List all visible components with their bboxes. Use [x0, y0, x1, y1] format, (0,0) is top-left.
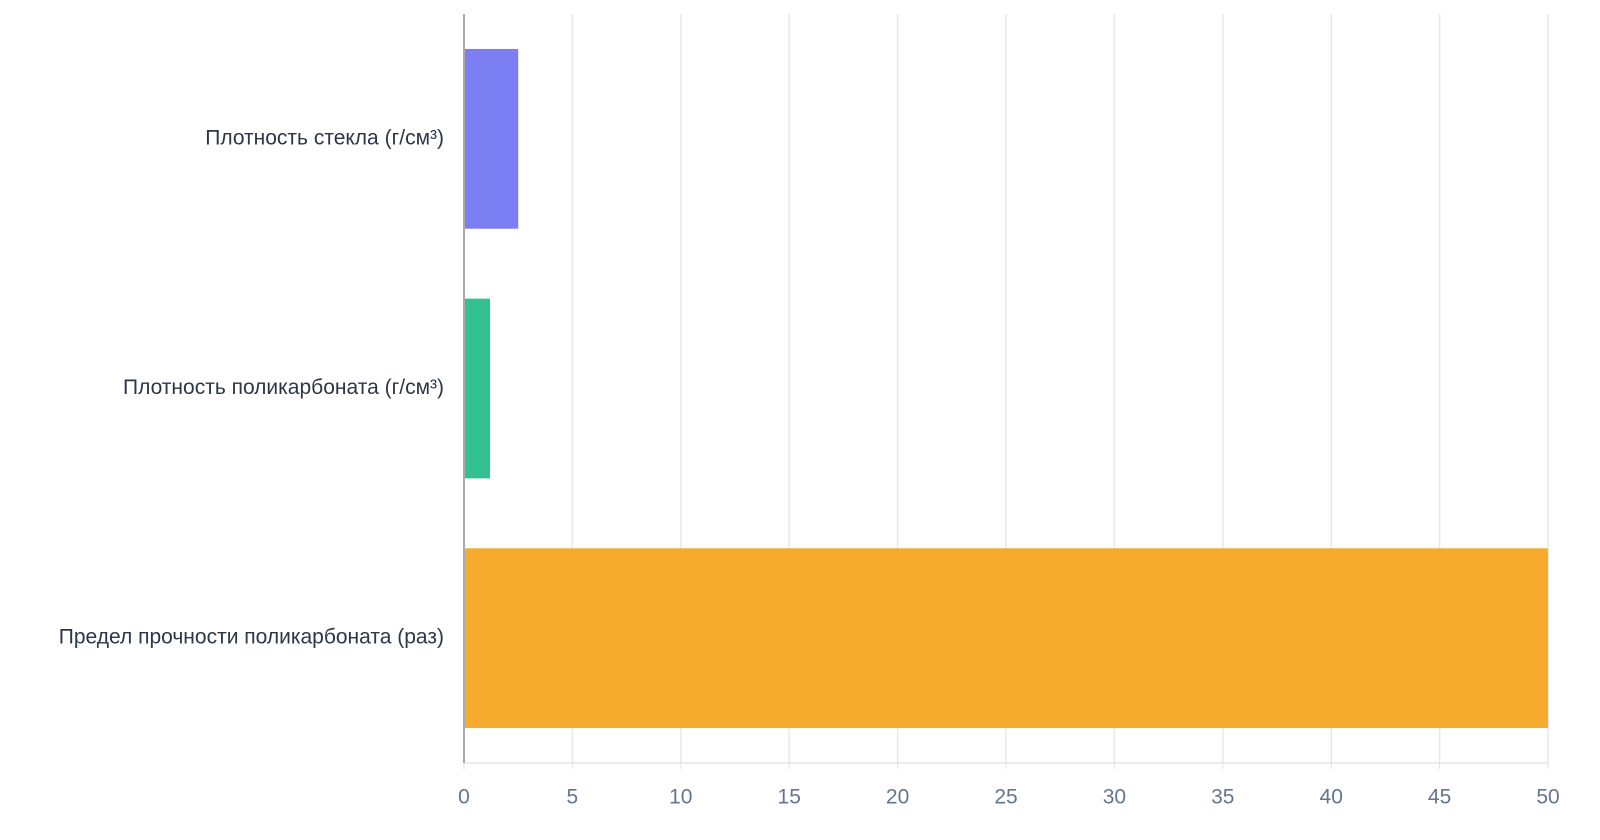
x-tick-label: 30	[1103, 786, 1126, 809]
bar	[464, 548, 1548, 729]
x-tick-label: 20	[886, 786, 909, 809]
y-tick-label: Плотность стекла (г/см³)	[205, 126, 444, 149]
y-tick-label: Плотность поликарбоната (г/см³)	[123, 376, 444, 399]
x-tick-label: 10	[669, 786, 692, 809]
x-tick-label: 50	[1536, 786, 1559, 809]
x-tick-label: 40	[1320, 786, 1343, 809]
x-tick-label: 15	[778, 786, 801, 809]
y-tick-label: Предел прочности поликарбоната (раз)	[59, 626, 444, 649]
x-tick-label: 0	[458, 786, 470, 809]
x-tick-label: 35	[1211, 786, 1234, 809]
x-tick-label: 45	[1428, 786, 1451, 809]
x-tick-label: 5	[567, 786, 579, 809]
bar	[464, 48, 519, 229]
x-tick-label: 25	[994, 786, 1017, 809]
bar	[464, 298, 491, 479]
